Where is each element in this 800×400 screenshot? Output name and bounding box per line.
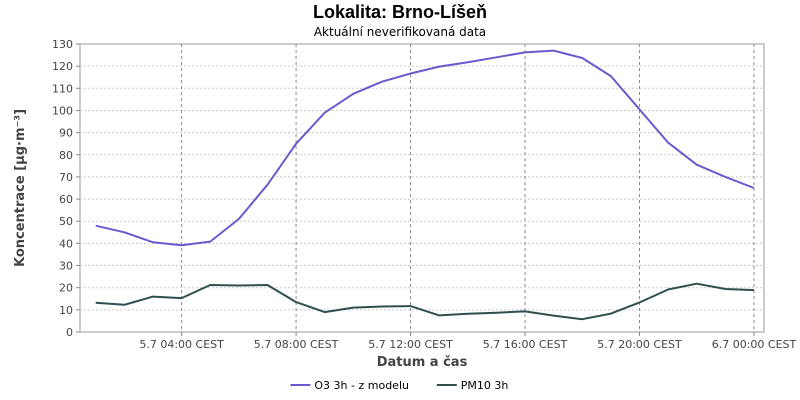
x-tick-label: 5.7 08:00 CEST: [254, 338, 339, 351]
x-tick-label: 6.7 00:00 CEST: [712, 338, 797, 351]
x-tick-label: 5.7 04:00 CEST: [139, 338, 224, 351]
y-tick-label: 80: [59, 149, 73, 162]
chart-title: Lokalita: Brno-Líšeň: [313, 2, 487, 22]
legend-label: O3 3h - z modelu: [314, 379, 409, 392]
series-line-pm10: [95, 282, 755, 321]
y-tick-label: 110: [52, 82, 73, 95]
y-tick-label: 70: [59, 171, 73, 184]
y-tick-label: 0: [66, 326, 73, 339]
x-tick-label: 5.7 16:00 CEST: [483, 338, 568, 351]
y-axis-label: Koncentrace [µg·m⁻³]: [13, 109, 28, 267]
x-axis: 5.7 04:00 CEST 5.7 08:00 CEST 5.7 12:00 CE…: [139, 332, 797, 351]
y-tick-label: 130: [52, 38, 73, 51]
y-tick-label: 40: [59, 237, 73, 250]
legend: O3 3h - z modelu PM10 3h: [290, 379, 508, 392]
y-tick-label: 10: [59, 304, 73, 317]
y-tick-label: 50: [59, 215, 73, 228]
legend-label: PM10 3h: [461, 379, 509, 392]
x-axis-label: Datum a čas: [377, 355, 468, 370]
plot-area: [79, 43, 765, 333]
y-tick-label: 60: [59, 193, 73, 206]
chart-subtitle: Aktuální neverifikovaná data: [314, 25, 486, 39]
y-tick-label: 120: [52, 60, 73, 73]
y-tick-label: 90: [59, 127, 73, 140]
y-tick-label: 30: [59, 260, 73, 273]
x-tick-label: 5.7 20:00 CEST: [597, 338, 682, 351]
series-line-o3: [95, 49, 755, 247]
series-layer: [95, 49, 755, 321]
y-tick-label: 100: [52, 104, 73, 117]
y-axis: 0 10 20 30 40 50 60 70 80 90 100 110 120 130: [52, 38, 80, 339]
y-tick-label: 20: [59, 282, 73, 295]
x-tick-label: 5.7 12:00 CEST: [368, 338, 453, 351]
